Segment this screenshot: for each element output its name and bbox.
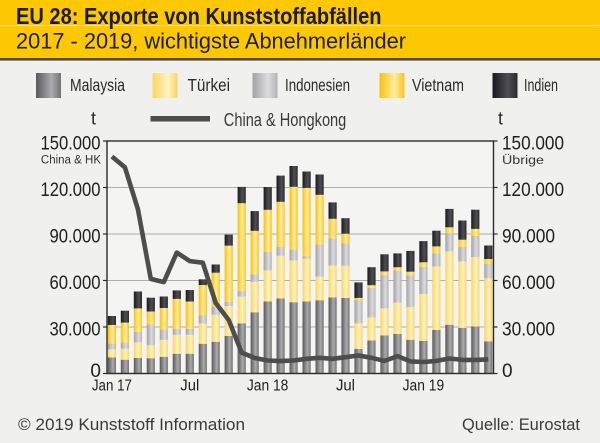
svg-text:Türkei: Türkei [188,75,231,95]
svg-text:Vietnam: Vietnam [412,75,464,95]
svg-text:0: 0 [90,361,101,382]
svg-text:Jul: Jul [180,378,199,395]
svg-text:0: 0 [502,361,513,382]
svg-text:150.000: 150.000 [41,134,101,155]
svg-text:150.000: 150.000 [502,134,564,155]
svg-text:t: t [91,109,96,129]
svg-text:China & Hongkong: China & Hongkong [224,110,346,130]
svg-text:2017 - 2019, wichtigste Abnehm: 2017 - 2019, wichtigste Abnehmerländer [16,29,407,54]
svg-text:Übrige: Übrige [502,155,544,167]
svg-text:Jan 17: Jan 17 [92,378,132,395]
svg-text:China & HK: China & HK [41,155,101,167]
svg-text:120.000: 120.000 [41,180,101,201]
svg-text:Indien: Indien [524,75,558,95]
svg-text:Quelle: Eurostat: Quelle: Eurostat [462,415,580,434]
svg-text:30.000: 30.000 [50,320,101,341]
svg-text:Jan 19: Jan 19 [403,378,445,395]
svg-text:90.000: 90.000 [50,227,101,248]
svg-text:EU 28: Exporte von Kunststoffa: EU 28: Exporte von Kunststoffabfällen [16,3,382,29]
svg-text:t: t [498,109,503,129]
svg-text:60.000: 60.000 [502,273,555,294]
svg-text:Indonesien: Indonesien [285,75,350,95]
svg-text:Malaysia: Malaysia [70,75,125,95]
svg-text:120.000: 120.000 [502,180,564,201]
svg-text:60.000: 60.000 [50,273,101,294]
svg-text:© 2019 Kunststoff Information: © 2019 Kunststoff Information [18,415,245,434]
svg-text:Jul: Jul [336,378,355,395]
svg-text:Jan 18: Jan 18 [247,378,289,395]
svg-text:30.000: 30.000 [502,320,555,341]
svg-text:90.000: 90.000 [502,227,555,248]
